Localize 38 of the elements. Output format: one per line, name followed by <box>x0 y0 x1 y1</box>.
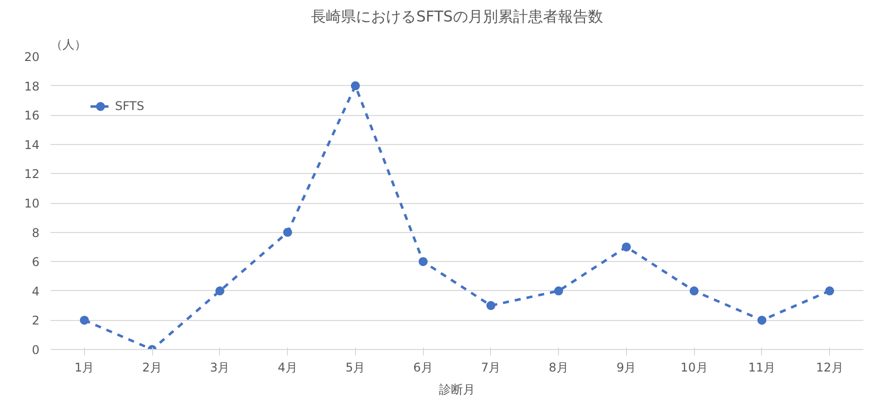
y-tick-label: 10 <box>24 196 40 210</box>
point <box>825 286 834 296</box>
x-tick-label: 3月 <box>210 360 230 374</box>
y-tick-label: 14 <box>24 138 40 152</box>
chart-title: 長崎県におけるSFTSの月別累計患者報告数 <box>311 8 603 26</box>
x-tick-label: 6月 <box>413 360 433 374</box>
point <box>690 286 699 296</box>
x-tick-label: 10月 <box>680 360 708 374</box>
y-tick-label: 0 <box>32 343 40 357</box>
point <box>757 316 766 325</box>
x-axis-title: 診断月 <box>439 382 475 396</box>
point <box>554 286 564 296</box>
y-tick-label: 20 <box>24 50 40 64</box>
x-tick-label: 1月 <box>74 360 94 374</box>
y-tick-label: 6 <box>32 255 40 270</box>
point <box>418 257 428 266</box>
point <box>283 228 292 237</box>
x-tick-label: 7月 <box>481 360 501 374</box>
y-tick-label: 16 <box>24 108 40 123</box>
x-tick-label: 9月 <box>616 360 636 374</box>
x-tick-label: 12月 <box>816 360 844 374</box>
y-tick-label: 8 <box>32 226 40 240</box>
point <box>215 286 224 296</box>
y-tick-label: 18 <box>24 79 40 94</box>
y-tick-label: 2 <box>32 314 40 328</box>
x-tick-label: 4月 <box>278 360 298 374</box>
x-tick-label: 11月 <box>748 360 776 374</box>
point <box>622 242 631 252</box>
point <box>350 81 360 90</box>
y-tick-label: 12 <box>24 167 40 182</box>
y-tick-label: 4 <box>32 284 40 298</box>
legend-label: SFTS <box>115 99 144 113</box>
point <box>486 301 496 310</box>
y-axis-title: （人） <box>50 38 86 52</box>
point <box>80 316 89 325</box>
x-tick-label: 8月 <box>548 360 568 374</box>
x-tick-label: 2月 <box>142 360 162 374</box>
x-tick-label: 5月 <box>346 360 366 374</box>
